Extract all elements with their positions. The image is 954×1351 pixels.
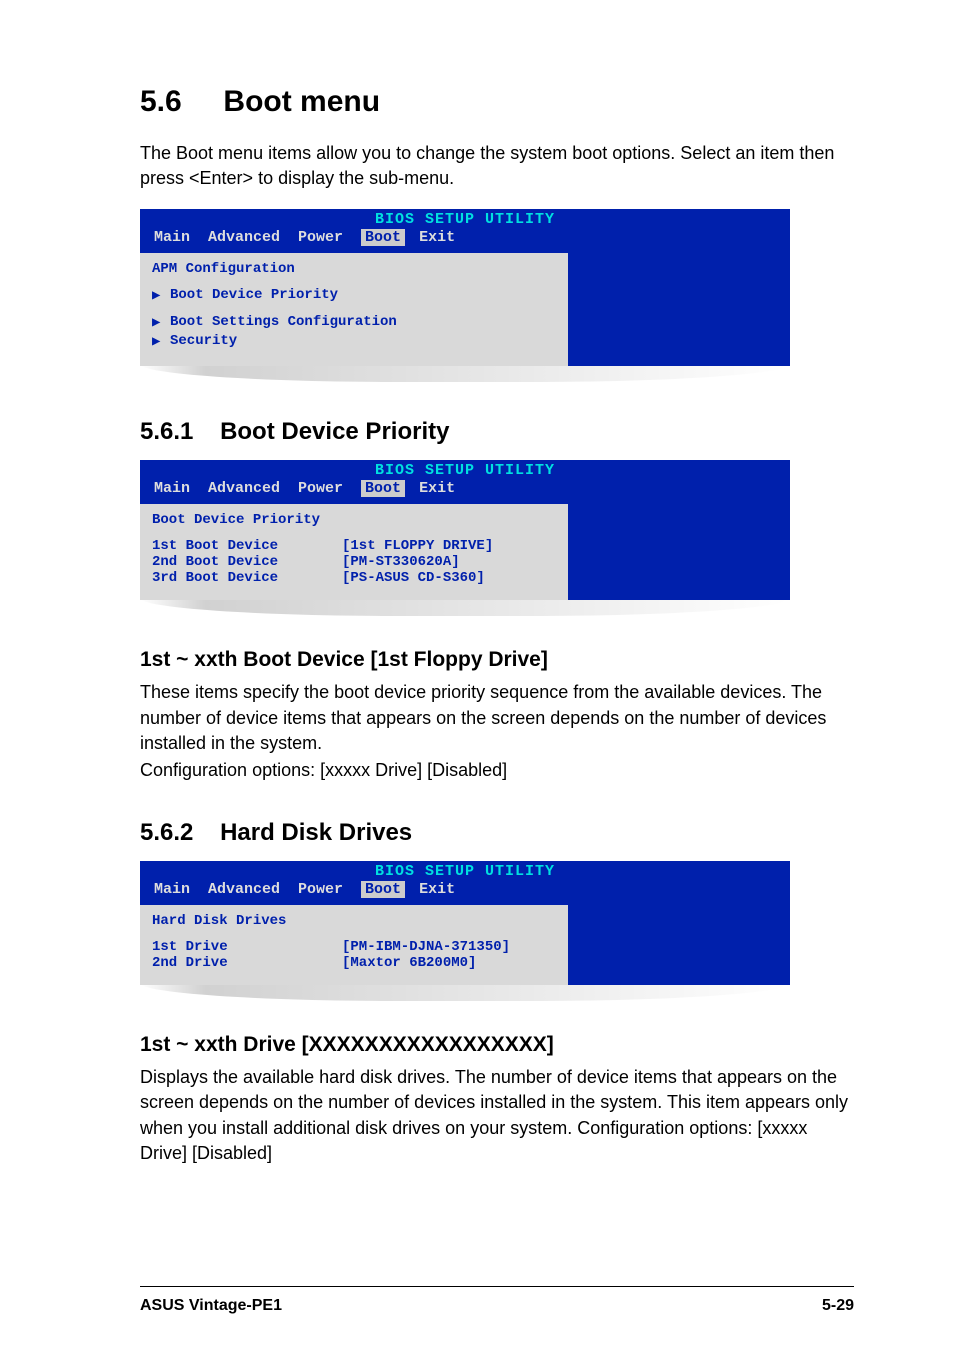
bios-heading: APM Configuration [152,261,556,277]
tab-power: Power [298,229,361,246]
bios-key: 2nd Boot Device [152,554,342,570]
tab-main: Main [154,881,208,898]
bios-value: [Maxtor 6B200M0] [342,955,476,971]
subsection-title: Boot Device Priority [220,418,449,445]
option-paragraph: Displays the available hard disk drives.… [140,1065,854,1166]
option-heading: 1st ~ xxth Boot Device [1st Floppy Drive… [140,648,854,672]
bios-key: 1st Drive [152,939,342,955]
bios-value: [PS-ASUS CD-S360] [342,570,485,586]
tab-advanced: Advanced [208,229,298,246]
bios-value: [1st FLOPPY DRIVE] [342,538,493,554]
bios-title: BIOS SETUP UTILITY [140,462,790,479]
tab-exit: Exit [419,881,473,898]
tab-exit: Exit [419,480,473,497]
bios-title: BIOS SETUP UTILITY [140,211,790,228]
bios-menu-item: Security [170,333,237,349]
bios-tabs: Main Advanced Power Boot Exit [140,228,790,249]
footer-right: 5-29 [822,1297,854,1315]
subsection-number: 5.6.2 [140,819,193,846]
bios-value: [PM-ST330620A] [342,554,460,570]
bios-menu-item: Boot Settings Configuration [170,314,397,330]
option-paragraph: These items specify the boot device prio… [140,680,854,756]
bios-key: 1st Boot Device [152,538,342,554]
footer-left: ASUS Vintage-PE1 [140,1297,282,1315]
triangle-right-icon: ▶ [152,314,170,331]
tab-main: Main [154,480,208,497]
bios-heading: Boot Device Priority [152,512,556,528]
bios-key: 3rd Boot Device [152,570,342,586]
tab-boot: Boot [361,229,405,246]
bios-key: 2nd Drive [152,955,342,971]
subsection-number: 5.6.1 [140,418,193,445]
tab-power: Power [298,881,361,898]
bios-screenshot-boot-priority: BIOS SETUP UTILITY Main Advanced Power B… [140,460,790,616]
bios-value: [PM-IBM-DJNA-371350] [342,939,510,955]
tab-exit: Exit [419,229,473,246]
section-title: Boot menu [223,85,380,118]
triangle-right-icon: ▶ [152,287,170,304]
footer-rule [140,1286,854,1287]
option-heading: 1st ~ xxth Drive [XXXXXXXXXXXXXXXXX] [140,1033,854,1057]
tab-advanced: Advanced [208,480,298,497]
bios-tabs: Main Advanced Power Boot Exit [140,880,790,901]
bios-menu-item: Boot Device Priority [170,287,338,303]
intro-paragraph: The Boot menu items allow you to change … [140,141,854,191]
tab-boot: Boot [361,480,405,497]
tab-main: Main [154,229,208,246]
bios-heading: Hard Disk Drives [152,913,556,929]
triangle-right-icon: ▶ [152,333,170,350]
bios-screenshot-apm: BIOS SETUP UTILITY Main Advanced Power B… [140,209,790,382]
subsection-title: Hard Disk Drives [220,819,412,846]
tab-boot: Boot [361,881,405,898]
tab-advanced: Advanced [208,881,298,898]
bios-title: BIOS SETUP UTILITY [140,863,790,880]
bios-tabs: Main Advanced Power Boot Exit [140,479,790,500]
section-number: 5.6 [140,85,182,118]
subsection-heading: 5.6.2 Hard Disk Drives [140,819,854,847]
page-footer: ASUS Vintage-PE1 5-29 [140,1297,854,1315]
subsection-heading: 5.6.1 Boot Device Priority [140,418,854,446]
section-heading: 5.6 Boot menu [140,85,854,119]
bios-screenshot-hdd: BIOS SETUP UTILITY Main Advanced Power B… [140,861,790,1001]
tab-power: Power [298,480,361,497]
option-config: Configuration options: [xxxxx Drive] [Di… [140,758,854,783]
